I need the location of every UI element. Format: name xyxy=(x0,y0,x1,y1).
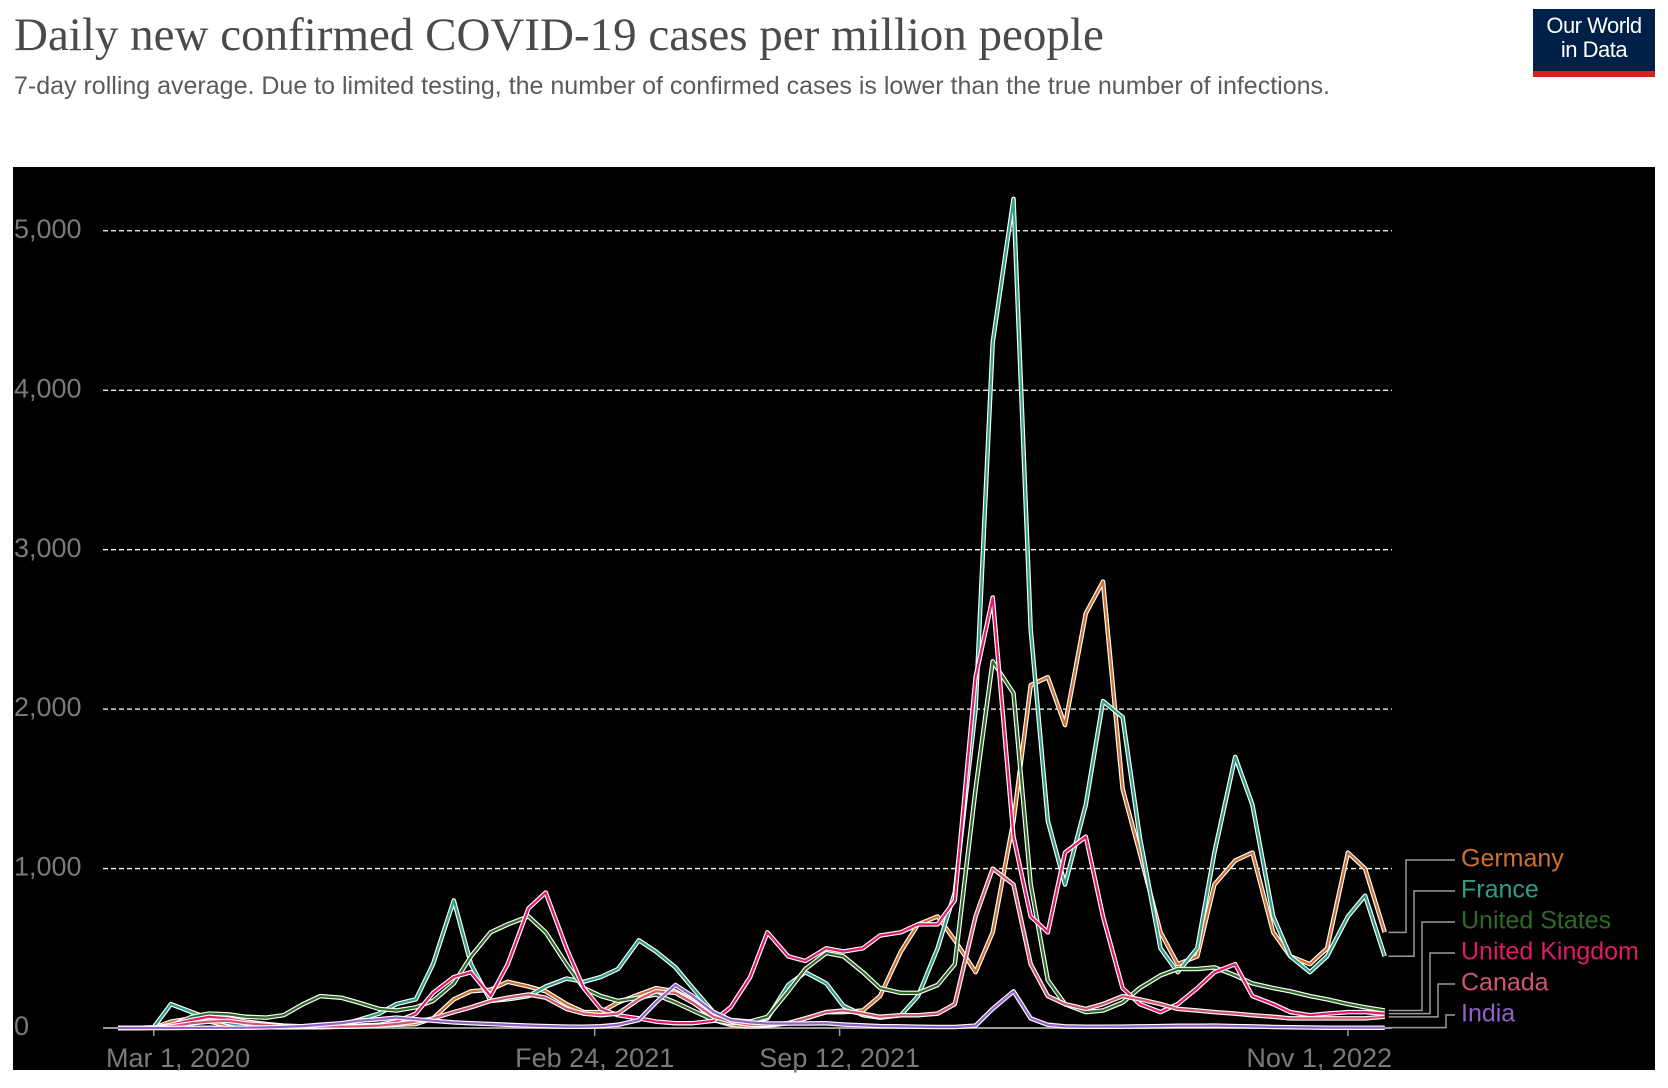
chart-title: Daily new confirmed COVID-19 cases per m… xyxy=(14,9,1104,61)
x-tick-label: Nov 1, 2022 xyxy=(1246,1043,1392,1073)
x-tick-label: Feb 24, 2021 xyxy=(515,1043,674,1073)
logo: Our World in Data xyxy=(1533,9,1655,77)
y-tick-label: 2,000 xyxy=(14,692,82,722)
label-connector xyxy=(1388,921,1455,1012)
label-connector xyxy=(1388,1014,1455,1029)
y-tick-label: 0 xyxy=(14,1011,29,1041)
legend-label: France xyxy=(1461,876,1539,904)
y-tick-label: 1,000 xyxy=(14,852,82,882)
chart-subtitle: 7-day rolling average. Due to limited te… xyxy=(14,72,1330,100)
legend-label: United Kingdom xyxy=(1461,938,1639,966)
series-line xyxy=(118,983,1385,1030)
legend-label: United States xyxy=(1461,907,1611,935)
label-connector xyxy=(1388,859,1455,934)
x-tick-label: Sep 12, 2021 xyxy=(759,1043,920,1073)
label-connector xyxy=(1388,890,1455,957)
label-connector xyxy=(1388,983,1455,1018)
logo-line: in Data xyxy=(1560,37,1628,62)
legend-label: India xyxy=(1461,1000,1515,1028)
y-tick-label: 5,000 xyxy=(14,214,82,244)
y-tick-label: 3,000 xyxy=(14,533,82,563)
legend-label: Germany xyxy=(1461,845,1564,873)
plot-background xyxy=(13,167,1655,1070)
label-connector xyxy=(1388,952,1455,1015)
x-tick-label: Mar 1, 2020 xyxy=(106,1043,250,1073)
legend-label: Canada xyxy=(1461,969,1549,997)
logo-line: Our World xyxy=(1546,13,1642,38)
y-tick-label: 4,000 xyxy=(14,373,82,403)
